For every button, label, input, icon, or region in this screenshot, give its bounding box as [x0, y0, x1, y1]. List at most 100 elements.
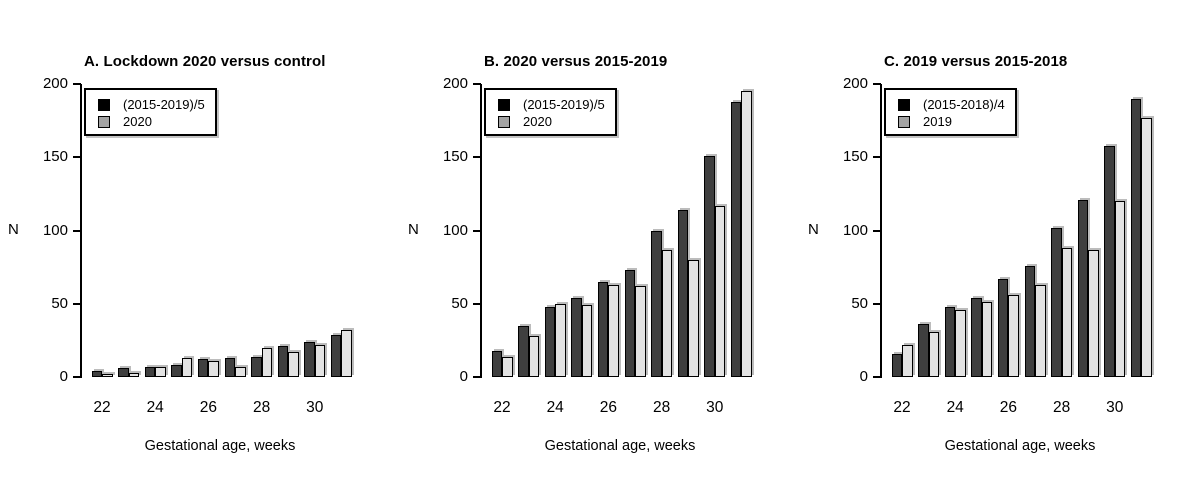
y-axis-tick: [473, 229, 481, 232]
x-tick-label: 28: [252, 399, 271, 416]
legend-box: (2015-2019)/5 2020: [484, 88, 617, 136]
y-axis-tick: [73, 302, 81, 305]
bar-control-week-23: [518, 325, 529, 377]
bar-study-week-31: [341, 330, 352, 377]
legend-label: 2019: [923, 114, 952, 129]
panel-title: B. 2020 versus 2015-2019: [484, 53, 668, 70]
legend-swatch-icon: [98, 98, 110, 111]
bar-control-week-30: [304, 341, 315, 377]
legend-label: 2020: [123, 114, 152, 129]
bar-control-week-31: [730, 101, 742, 377]
bar-study-week-30: [314, 344, 326, 377]
y-axis-title: N: [808, 221, 819, 238]
x-tick-label: 30: [1106, 399, 1124, 416]
x-tick-label: 26: [999, 399, 1018, 416]
bar-control-week-25: [571, 297, 582, 377]
bar-study-week-30: [1114, 201, 1126, 377]
chart-panel-b: B. 2020 versus 2015-2019 0 50 100 150 200 N (20…: [400, 0, 800, 480]
bar-study-week-22: [902, 344, 913, 377]
y-axis-tick: [873, 302, 881, 305]
x-tick-label: 26: [199, 399, 218, 416]
legend-swatch-icon: [898, 115, 910, 128]
bar-study-week-26: [208, 360, 219, 377]
legend-swatch-icon: [498, 98, 510, 111]
bar-study-week-29: [288, 352, 299, 377]
bar-control-week-28: [251, 356, 262, 377]
y-tick-label: 100: [42, 221, 68, 239]
bar-control-week-30: [1104, 145, 1115, 377]
y-axis-line: [880, 84, 882, 378]
bar-study-week-22: [502, 356, 513, 377]
bar-study-week-25: [181, 357, 193, 377]
x-tick-label: 30: [706, 399, 724, 416]
y-tick-label: 200: [442, 75, 468, 92]
y-axis-tick: [73, 156, 81, 159]
bar-study-week-31: [741, 91, 752, 377]
bar-control-week-23: [918, 324, 929, 377]
legend-label: (2015-2019)/5: [523, 97, 605, 112]
bar-control-week-30: [704, 155, 715, 377]
bar-study-week-26: [608, 284, 619, 377]
plot-area: [800, 84, 1200, 377]
y-axis-tick: [873, 229, 881, 232]
y-tick-label: 0: [459, 368, 468, 385]
plot-area: [400, 84, 800, 377]
x-tick-label: 24: [546, 399, 564, 416]
legend-swatch-icon: [498, 115, 510, 128]
x-tick-label: 24: [146, 399, 164, 416]
x-axis-title: Gestational age, weeks: [944, 438, 1096, 454]
x-tick-label: 24: [946, 399, 964, 416]
bar-control-week-28: [651, 230, 662, 377]
y-tick-label: 100: [442, 221, 468, 239]
bar-control-week-23: [118, 368, 129, 377]
panel-title: A. Lockdown 2020 versus control: [84, 53, 326, 70]
x-axis-title: Gestational age, weeks: [544, 438, 696, 454]
y-tick-label: 50: [51, 294, 68, 312]
bar-control-week-22: [491, 350, 502, 377]
legend-item: 2019: [898, 113, 1015, 130]
x-tick-label: 30: [306, 399, 324, 416]
bar-control-week-25: [971, 297, 982, 377]
bar-control-week-31: [330, 334, 342, 377]
y-axis-tick: [73, 376, 81, 378]
x-tick-label: 28: [652, 399, 671, 416]
x-tick-label: 22: [93, 399, 111, 416]
y-axis-tick: [473, 83, 481, 85]
bar-study-week-31: [1141, 117, 1152, 377]
x-axis-title: Gestational age, weeks: [144, 438, 296, 454]
y-tick-label: 150: [442, 148, 468, 166]
y-axis-tick: [873, 156, 881, 159]
bar-study-week-26: [1008, 294, 1019, 377]
bar-control-week-26: [997, 278, 1009, 377]
bar-control-week-29: [677, 210, 689, 377]
bar-study-week-22: [102, 374, 113, 377]
bar-study-week-29: [1088, 249, 1099, 377]
legend-item: (2015-2019)/5: [98, 96, 215, 113]
bar-study-week-30: [714, 205, 726, 377]
bar-control-week-24: [144, 366, 156, 377]
bar-control-week-25: [171, 365, 182, 377]
legend-swatch-icon: [898, 98, 910, 111]
y-axis-line: [80, 84, 82, 378]
legend-box: (2015-2018)/4 2019: [884, 88, 1017, 136]
bar-study-week-28: [1061, 248, 1073, 377]
y-axis-title: N: [408, 221, 419, 238]
bar-control-week-26: [597, 281, 609, 377]
bar-control-week-29: [1077, 199, 1089, 377]
y-tick-label: 150: [842, 148, 868, 166]
bar-control-week-31: [1130, 98, 1142, 377]
bar-study-week-27: [635, 286, 646, 377]
legend-label: (2015-2018)/4: [923, 97, 1005, 112]
bar-study-week-29: [688, 259, 699, 377]
bar-control-week-22: [891, 353, 902, 377]
bar-study-week-25: [981, 302, 993, 377]
legend-item: (2015-2019)/5: [498, 96, 615, 113]
bar-control-week-22: [91, 371, 102, 377]
bar-study-week-28: [261, 347, 273, 377]
bar-control-week-27: [1024, 265, 1035, 377]
bar-control-week-28: [1051, 227, 1062, 377]
bar-study-week-28: [661, 249, 673, 377]
y-tick-label: 50: [451, 294, 468, 312]
bar-control-week-26: [197, 359, 209, 377]
